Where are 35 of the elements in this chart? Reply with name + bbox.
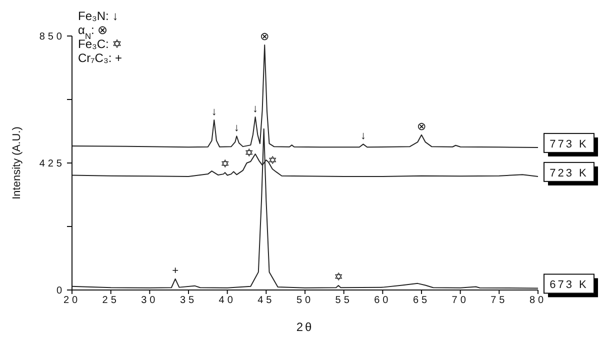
x-tick-label: 40 — [218, 295, 236, 306]
annotation: ↓ — [211, 106, 217, 118]
x-tick-label: 60 — [374, 295, 392, 306]
y-tick-label: 425 — [39, 158, 65, 170]
annotation: ✡ — [244, 148, 254, 160]
x-tick-label: 25 — [102, 295, 120, 306]
x-tick-label: 50 — [296, 295, 314, 306]
annotation: ↓ — [360, 130, 366, 142]
annotation: ✡ — [268, 154, 277, 167]
x-tick-label: 30 — [141, 295, 158, 306]
annotation: Cr₇C₃: + — [78, 51, 122, 65]
series-label: 673 K — [550, 279, 588, 292]
x-tick-label: 80 — [529, 295, 547, 306]
x-tick-label: 70 — [452, 295, 469, 306]
x-tick-label: 75 — [490, 295, 508, 306]
annotation: ✡ — [334, 272, 343, 284]
annotation: ⊗ — [260, 30, 270, 43]
x-tick-label: 35 — [180, 295, 198, 306]
series-label: 773 K — [550, 138, 588, 150]
annotation: ✡ — [220, 158, 230, 171]
y-tick-label: 850 — [39, 32, 65, 43]
annotation: ↓ — [234, 122, 240, 134]
x-tick-label: 20 — [63, 295, 81, 306]
y-axis-title: Intensity (A.U.) — [10, 126, 23, 200]
x-tick-label: 65 — [412, 295, 430, 306]
text: Fe₃N: ↓ — [78, 9, 118, 23]
x-tick-label: 45 — [258, 295, 275, 306]
y-tick-label: 0 — [56, 286, 65, 297]
x-tick-label: 55 — [335, 295, 352, 306]
annotation: + — [172, 264, 179, 277]
annotation: α$_{N}$: ⊗ — [78, 23, 108, 41]
annotation: ⊗ — [417, 120, 426, 133]
series-label: 723 K — [550, 167, 588, 180]
x-axis-title: 2θ — [296, 320, 314, 334]
annotation: ↓ — [252, 102, 258, 115]
